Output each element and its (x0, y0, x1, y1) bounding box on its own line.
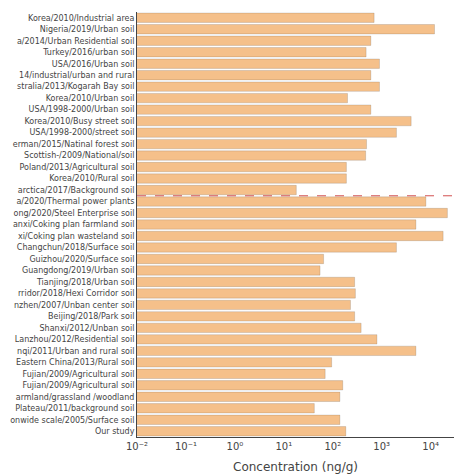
svg-text:Korea/2010/Urban soil: Korea/2010/Urban soil (46, 94, 135, 103)
svg-text:nqi/2011/Urban and rural soil: nqi/2011/Urban and rural soil (17, 347, 134, 356)
svg-text:USA/1998-2000/street soil: USA/1998-2000/street soil (29, 128, 134, 137)
svg-text:USA/1998-2000/Urban soil: USA/1998-2000/Urban soil (29, 105, 135, 114)
svg-text:Guizhou/2020/Surface soil: Guizhou/2020/Surface soil (29, 255, 134, 264)
svg-text:Changchun/2018/Surface soil: Changchun/2018/Surface soil (17, 243, 135, 252)
svg-text:Korea/2010/Industrial area: Korea/2010/Industrial area (28, 14, 134, 23)
svg-text:10³: 10³ (373, 441, 390, 452)
svg-text:10¹: 10¹ (275, 441, 292, 452)
svg-text:Korea/2010/Rural soil: Korea/2010/Rural soil (49, 174, 134, 183)
svg-text:14/industrial/urban and rural: 14/industrial/urban and rural (19, 71, 134, 80)
svg-text:10⁻¹: 10⁻¹ (175, 441, 197, 452)
svg-text:Fujian/2009/Agricultural soil: Fujian/2009/Agricultural soil (23, 370, 135, 379)
svg-text:10⁻²: 10⁻² (126, 441, 148, 452)
svg-text:10⁰: 10⁰ (227, 441, 244, 452)
svg-text:Poland/2013/Agricultural soil: Poland/2013/Agricultural soil (20, 163, 135, 172)
svg-text:Shanxi/2012/Unban soil: Shanxi/2012/Unban soil (40, 324, 135, 333)
svg-text:rridor/2018/Hexi Corridor soil: rridor/2018/Hexi Corridor soil (18, 289, 134, 298)
svg-text:Tianjing/2018/Urban soil: Tianjing/2018/Urban soil (36, 278, 134, 287)
svg-text:10⁴: 10⁴ (422, 441, 439, 452)
svg-text:Turkey/2016/urban soil: Turkey/2016/urban soil (42, 48, 134, 57)
svg-text:Our study: Our study (95, 427, 135, 436)
svg-text:Plateau/2011/background soil: Plateau/2011/background soil (15, 404, 134, 413)
svg-text:armland/grassland /woodland: armland/grassland /woodland (16, 393, 135, 402)
svg-text:10²: 10² (324, 441, 341, 452)
svg-text:Nigeria/2019/Urban soil: Nigeria/2019/Urban soil (40, 25, 135, 34)
svg-text:Guangdong/2019/Urban soil: Guangdong/2019/Urban soil (22, 266, 134, 275)
svg-text:a/2014/Urban Residential soil: a/2014/Urban Residential soil (17, 37, 135, 46)
svg-text:ong/2020/Steel Enterprise soil: ong/2020/Steel Enterprise soil (14, 209, 135, 218)
svg-text:USA/2016/Urban soil: USA/2016/Urban soil (52, 59, 135, 68)
svg-text:Lanzhou/2012/Residential soil: Lanzhou/2012/Residential soil (15, 335, 135, 344)
svg-text:anxi/Coking plan farmland soil: anxi/Coking plan farmland soil (13, 220, 134, 229)
svg-text:nzhen/2007/Unban center soil: nzhen/2007/Unban center soil (14, 301, 134, 310)
svg-text:xi/Coking plan wasteland soil: xi/Coking plan wasteland soil (18, 232, 135, 241)
svg-text:Fujian/2009/Agricultural soil: Fujian/2009/Agricultural soil (23, 381, 135, 390)
svg-text:stralia/2013/Kogarah Bay soil: stralia/2013/Kogarah Bay soil (17, 82, 134, 91)
svg-text:onwide scale/2005/Surface soil: onwide scale/2005/Surface soil (10, 416, 134, 425)
svg-text:Concentration (ng/g): Concentration (ng/g) (233, 460, 358, 474)
svg-text:arctica/2017/Background soil: arctica/2017/Background soil (18, 186, 135, 195)
svg-text:erman/2015/Natinal forest soil: erman/2015/Natinal forest soil (13, 140, 135, 149)
svg-text:Scottish-/2009/National/soil: Scottish-/2009/National/soil (24, 151, 134, 160)
svg-text:Beijing/2018/Park soil: Beijing/2018/Park soil (48, 312, 134, 321)
svg-text:Korea/2010/Busy street soil: Korea/2010/Busy street soil (25, 117, 135, 126)
svg-text:Eastern China/2013/Rural soil: Eastern China/2013/Rural soil (16, 358, 134, 367)
svg-text:a/2020/Thermal power plants: a/2020/Thermal power plants (16, 197, 134, 206)
